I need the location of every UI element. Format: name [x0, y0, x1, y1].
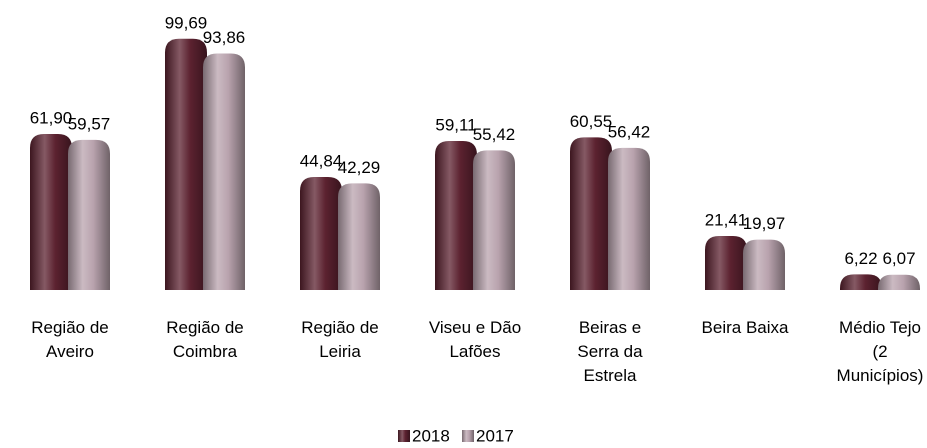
legend-label: 2017 — [476, 426, 514, 445]
value-label: 42,29 — [338, 158, 381, 177]
bar — [165, 38, 207, 290]
legend-label: 2018 — [412, 426, 450, 445]
x-tick-label: Região de Leiria — [301, 318, 379, 361]
x-tick-label: Médio Tejo (2 Municípios) — [836, 318, 924, 385]
value-label: 61,90 — [30, 108, 73, 127]
bar — [203, 53, 245, 290]
value-label: 6,22 — [844, 249, 877, 268]
legend-swatch — [398, 430, 410, 442]
bar — [300, 177, 342, 290]
x-tick-label: Viseu e Dão Lafões — [428, 318, 522, 361]
value-label: 59,57 — [68, 114, 111, 133]
x-tick-label: Beiras e Serra da Estrela — [577, 318, 643, 385]
x-tick-label: Região de Coimbra — [166, 318, 244, 361]
value-label: 55,42 — [473, 125, 516, 144]
bar — [840, 274, 882, 290]
legend-swatch — [462, 430, 474, 442]
value-label: 59,11 — [435, 116, 476, 135]
bar — [878, 274, 920, 290]
x-tick-label: Beira Baixa — [701, 318, 789, 337]
x-tick-label: Região de Aveiro — [31, 318, 109, 361]
value-label: 99,69 — [165, 13, 208, 32]
value-label: 60,55 — [570, 112, 613, 131]
bar — [338, 183, 380, 290]
bar — [68, 139, 110, 290]
bar — [743, 239, 785, 290]
bar — [608, 147, 650, 290]
value-label: 6,07 — [882, 249, 915, 268]
bar — [705, 236, 747, 290]
bar — [435, 141, 477, 290]
bar — [30, 134, 72, 290]
bar — [473, 150, 515, 290]
value-label: 44,84 — [300, 151, 343, 170]
value-label: 56,42 — [608, 122, 651, 141]
bar — [570, 137, 612, 290]
value-label: 19,97 — [743, 214, 786, 233]
value-label: 93,86 — [203, 28, 246, 47]
value-label: 21,41 — [705, 211, 748, 230]
